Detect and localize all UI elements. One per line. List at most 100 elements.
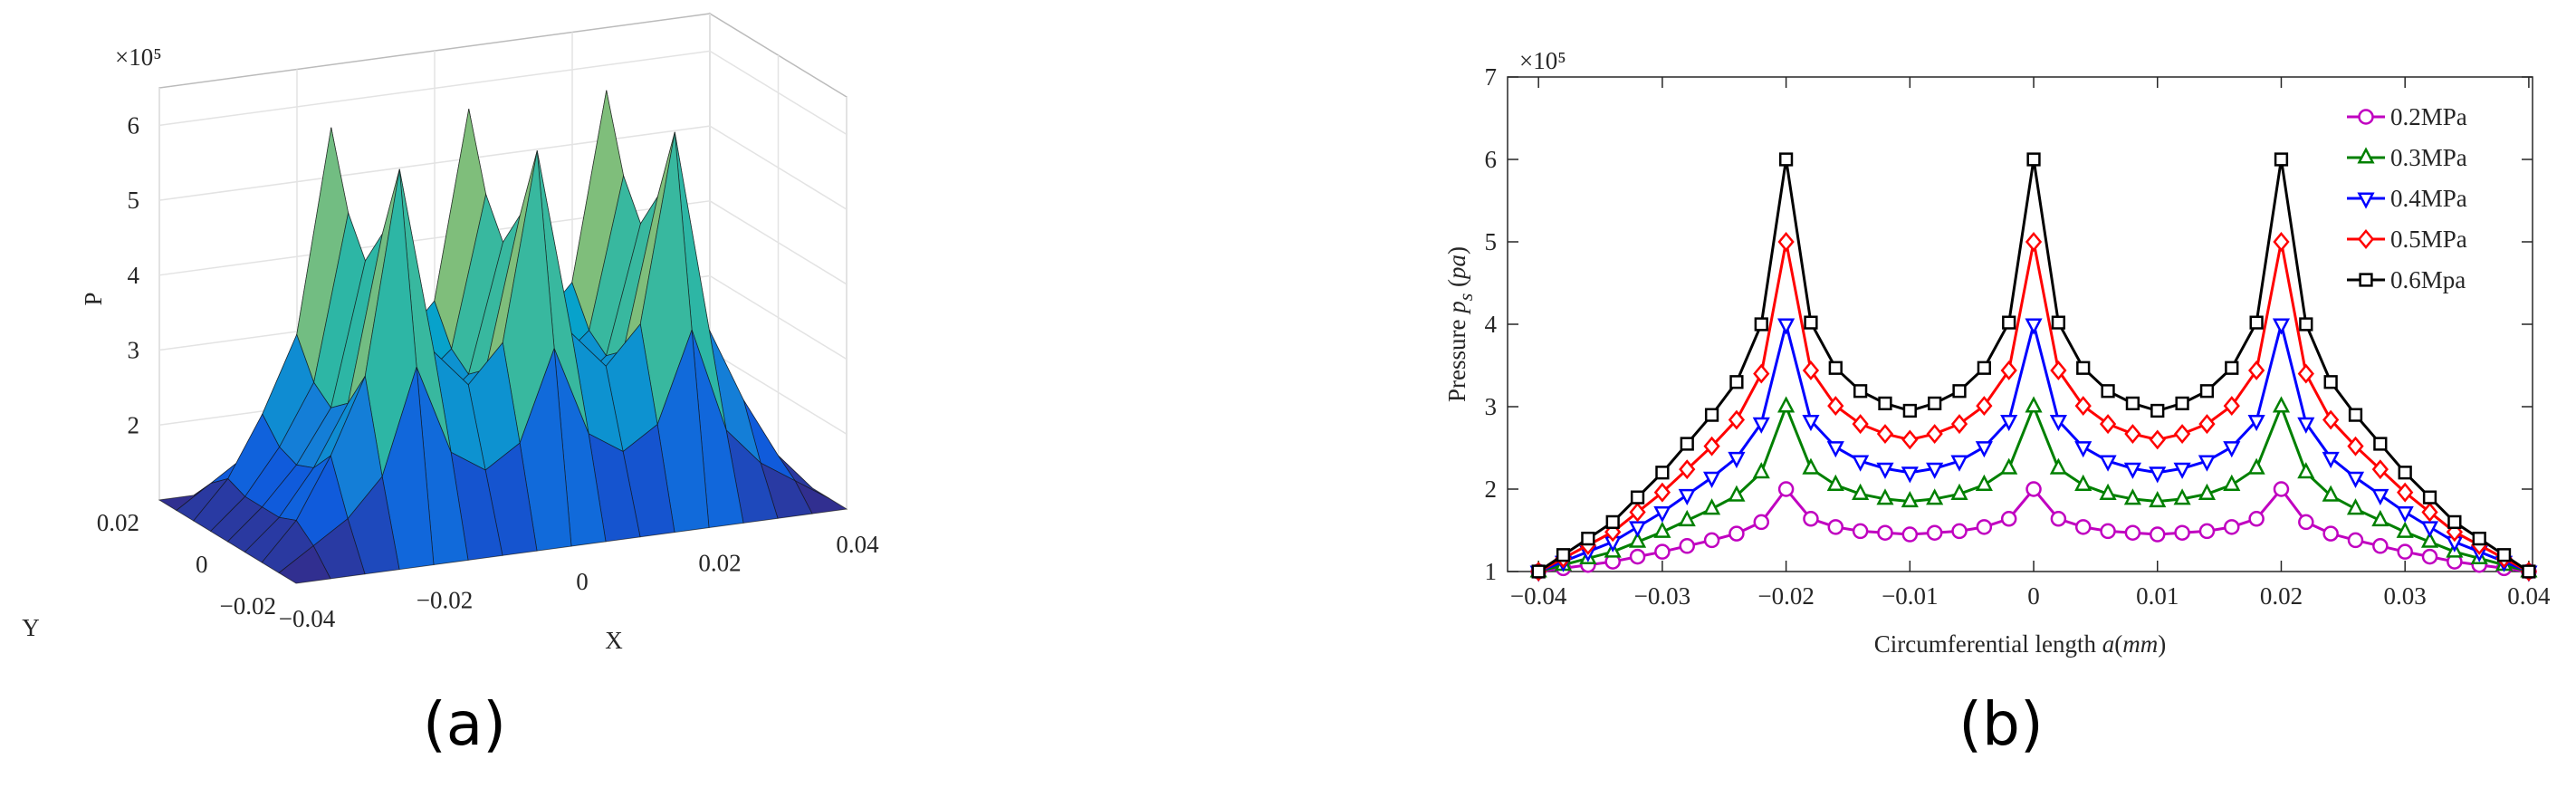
marker xyxy=(2074,474,2092,491)
marker xyxy=(2076,360,2091,375)
marker xyxy=(2050,511,2067,527)
z-tick-label: 2 xyxy=(128,411,140,438)
marker xyxy=(2025,481,2042,497)
x-tick-label: −0.03 xyxy=(1634,582,1690,610)
x-label-part: mm xyxy=(2122,630,2158,658)
marker xyxy=(2223,441,2241,458)
marker xyxy=(2026,152,2041,167)
marker xyxy=(2358,109,2374,125)
marker xyxy=(1804,315,1818,330)
marker xyxy=(1901,466,1919,484)
marker xyxy=(2322,409,2340,430)
marker xyxy=(2125,396,2140,410)
marker xyxy=(1878,396,1892,410)
marker xyxy=(2173,488,2191,505)
marker xyxy=(2150,526,2166,543)
marker xyxy=(1729,375,1744,389)
panel-a: ×10⁵ P X Y (a) 23456−0.04−0.0200.020.04−… xyxy=(22,12,879,759)
x-tick-label: −0.01 xyxy=(1882,582,1938,610)
marker xyxy=(2396,505,2414,524)
marker xyxy=(2420,531,2439,548)
marker xyxy=(1876,462,1894,479)
marker xyxy=(1653,505,1671,524)
marker xyxy=(1852,483,1870,500)
caption: (a) xyxy=(423,689,506,759)
marker xyxy=(1802,457,1820,475)
marker xyxy=(1754,317,1768,332)
legend-label: 0.6Mpa xyxy=(2390,266,2466,293)
marker xyxy=(2247,360,2265,380)
marker xyxy=(2124,524,2141,541)
marker xyxy=(1876,488,1894,505)
marker xyxy=(2397,543,2413,560)
marker xyxy=(2025,396,2043,413)
marker xyxy=(1752,462,1770,479)
marker xyxy=(1826,474,1844,491)
marker xyxy=(1778,152,1794,167)
y-label-part: ( xyxy=(1443,279,1470,293)
x-tick-label: 0.02 xyxy=(698,550,741,577)
marker xyxy=(2346,498,2365,515)
y-label-part: ) xyxy=(1443,246,1470,255)
marker xyxy=(2274,152,2289,167)
marker xyxy=(2322,525,2339,542)
marker xyxy=(2323,375,2338,389)
legend-label: 0.2MPa xyxy=(2390,103,2467,130)
marker xyxy=(1853,384,1868,399)
marker xyxy=(1728,485,1746,502)
marker xyxy=(1654,543,1671,560)
marker xyxy=(2099,483,2117,500)
marker xyxy=(2297,417,2315,434)
marker xyxy=(1926,524,1943,541)
marker xyxy=(2322,451,2340,469)
marker xyxy=(2049,414,2067,432)
marker xyxy=(2223,474,2241,491)
marker xyxy=(1828,360,1843,375)
marker xyxy=(2496,548,2512,562)
marker xyxy=(2101,384,2115,399)
marker xyxy=(2223,396,2240,417)
marker xyxy=(2373,437,2388,451)
y-label-part: p xyxy=(1443,301,1470,315)
marker xyxy=(2000,511,2017,527)
marker xyxy=(2421,548,2438,565)
marker xyxy=(1926,462,1944,479)
x-tick-label: 0.01 xyxy=(2136,582,2179,610)
marker xyxy=(2372,538,2389,554)
marker xyxy=(1827,519,1844,535)
marker xyxy=(2371,509,2389,527)
caption: (b) xyxy=(1958,689,2043,759)
x-tick-label: 0.02 xyxy=(2260,582,2303,610)
marker xyxy=(2298,514,2314,531)
marker xyxy=(2357,229,2375,249)
x-tick-label: −0.04 xyxy=(279,605,336,632)
x-tick-label: −0.02 xyxy=(1757,582,1814,610)
marker xyxy=(2357,192,2375,209)
legend-label: 0.5MPa xyxy=(2390,226,2467,253)
marker xyxy=(2297,363,2314,384)
marker xyxy=(2025,318,2043,335)
x-tick-label: 0 xyxy=(2027,582,2040,610)
marker xyxy=(2002,315,2016,330)
x-label-part: ( xyxy=(2114,630,2122,658)
marker xyxy=(1952,384,1967,399)
marker xyxy=(2299,317,2313,332)
marker xyxy=(1703,471,1721,488)
marker xyxy=(2174,524,2190,541)
marker xyxy=(1605,514,1620,530)
marker xyxy=(2273,481,2290,497)
x-tick-label: 0.04 xyxy=(2507,582,2551,610)
marker xyxy=(1629,502,1646,523)
marker xyxy=(1678,488,1696,506)
y-label-part: pa xyxy=(1443,255,1470,281)
marker xyxy=(1655,466,1670,480)
marker xyxy=(1876,424,1894,444)
marker xyxy=(2447,514,2462,530)
marker xyxy=(1679,538,1695,554)
marker xyxy=(2272,318,2291,335)
marker xyxy=(2346,471,2365,488)
marker xyxy=(2398,466,2412,480)
marker xyxy=(2347,532,2364,549)
x-tick-label: 0 xyxy=(576,568,589,595)
